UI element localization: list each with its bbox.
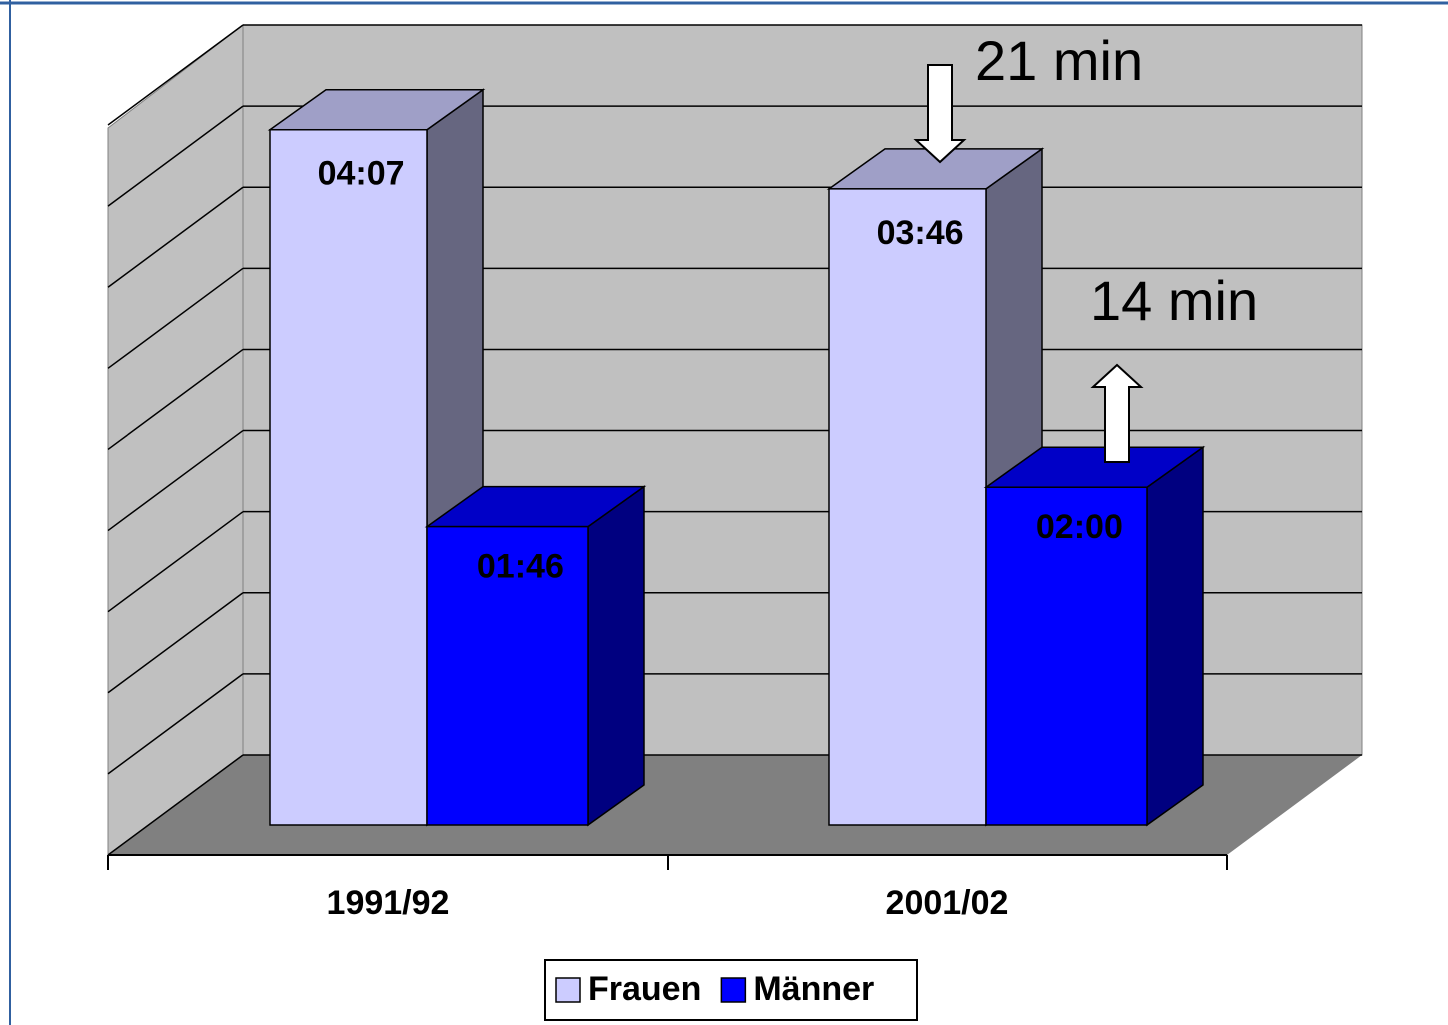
grid-line <box>107 267 244 369</box>
bar <box>269 128 428 826</box>
arrow-up <box>1090 363 1144 463</box>
legend-label: Frauen <box>588 970 701 1008</box>
grid-line <box>107 592 244 694</box>
grid-line <box>107 348 244 451</box>
legend-swatch <box>555 977 581 1003</box>
bar-side <box>587 485 645 827</box>
bar <box>828 188 987 826</box>
bar <box>426 525 589 826</box>
grid-line <box>107 511 244 613</box>
arrow-down <box>913 64 967 164</box>
legend-label: Männer <box>753 970 874 1008</box>
side-wall <box>107 23 244 856</box>
grid-line <box>107 105 244 207</box>
annotation: 21 min <box>975 29 1143 92</box>
bar <box>985 486 1148 826</box>
value-label: 03:46 <box>877 214 964 252</box>
grid-line <box>107 673 244 775</box>
value-label: 01:46 <box>477 548 564 586</box>
annotation: 14 min <box>1090 269 1258 332</box>
legend-swatch <box>720 977 747 1003</box>
grid-line <box>107 24 244 126</box>
value-label: 02:00 <box>1036 508 1123 546</box>
grid-line <box>107 186 244 288</box>
x-tick-label: 1991/92 <box>327 884 450 922</box>
grid-line <box>107 754 244 856</box>
value-label: 04:07 <box>318 155 405 193</box>
bar-side <box>1146 445 1204 827</box>
x-tick-label: 2001/02 <box>886 884 1009 922</box>
grid-line <box>107 429 244 532</box>
